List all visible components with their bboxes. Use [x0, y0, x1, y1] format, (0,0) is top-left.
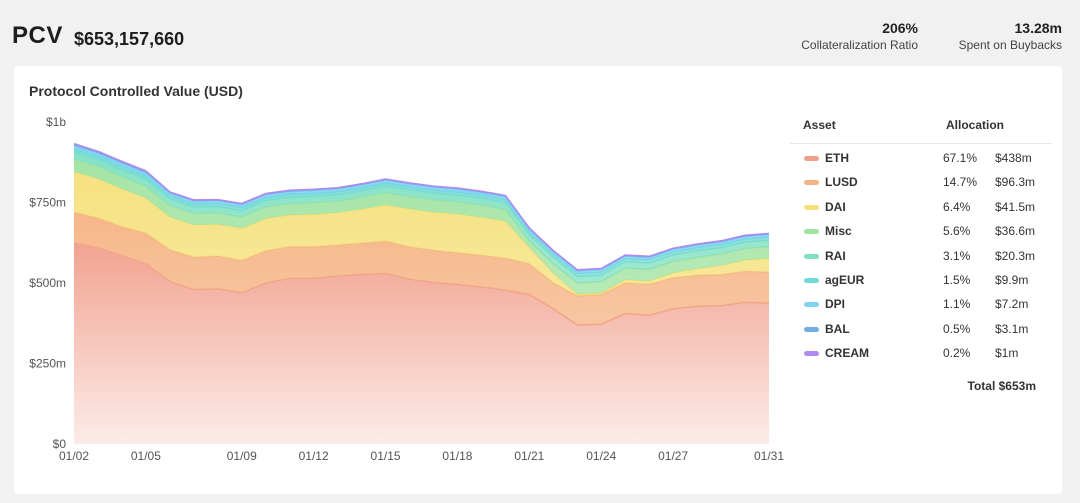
legend-asset-name: RAI — [825, 248, 846, 263]
legend-swatch — [804, 326, 819, 332]
collateralization-value: 206% — [882, 20, 918, 36]
legend-asset-usd: $1m — [995, 346, 1019, 361]
series-line-cream — [73, 142, 770, 271]
pcv-total-value: $653,157,660 — [74, 29, 185, 49]
y-tick-label: $250m — [29, 357, 66, 371]
legend-asset-name: Misc — [825, 224, 852, 239]
legend-asset-pct: 6.4% — [943, 199, 971, 214]
legend-asset-pct: 3.1% — [943, 248, 971, 263]
series-line-rai — [73, 151, 770, 278]
legend-asset-usd: $20.3m — [995, 248, 1036, 263]
legend-asset-usd: $438m — [995, 151, 1032, 165]
legend-swatch — [804, 277, 819, 283]
legend-asset-name: BAL — [825, 321, 850, 336]
x-tick-label: 01/24 — [586, 449, 616, 463]
x-tick-label: 01/18 — [442, 449, 472, 463]
y-tick-label: $0 — [53, 437, 67, 451]
legend-asset-usd: $9.9m — [995, 272, 1029, 287]
x-tick-label: 01/05 — [131, 449, 161, 463]
legend-swatch — [804, 156, 819, 161]
legend-asset-pct: 14.7% — [943, 175, 978, 190]
legend-row-dpi[interactable]: DPI 1.1% $7.2m — [790, 292, 1052, 316]
area-dai — [74, 171, 769, 296]
legend-row-eth[interactable]: ETH 67.1% $438m — [790, 146, 1052, 170]
legend-row-cream[interactable]: CREAM 0.2% $1m — [790, 341, 1052, 365]
collateralization-stat: 206% Collateralization Ratio — [801, 20, 918, 52]
legend-swatch — [804, 253, 819, 259]
legend-swatch — [804, 351, 819, 357]
legend-asset-usd: $7.2m — [995, 297, 1029, 312]
pcv-chart-card: Protocol Controlled Value (USD) $0 $250m $… — [14, 66, 1062, 494]
buybacks-label: Spent on Buybacks — [958, 38, 1062, 52]
legend-asset-pct: 1.5% — [943, 272, 971, 287]
legend-asset-name: LUSD — [825, 175, 858, 190]
legend-asset-name: DPI — [825, 297, 846, 312]
buybacks-value: 13.28m — [1014, 20, 1062, 36]
x-tick-label: 01/12 — [299, 449, 329, 463]
x-tick-label: 01/21 — [514, 449, 544, 463]
area-lusd — [74, 212, 769, 325]
legend-asset-pct: 0.5% — [943, 321, 971, 336]
legend-swatch — [804, 302, 819, 308]
legend-swatch — [804, 204, 819, 210]
legend-asset-usd: $3.1m — [995, 321, 1029, 336]
y-tick-label: $500m — [29, 276, 66, 290]
legend-row-dai[interactable]: DAI 6.4% $41.5m — [790, 195, 1052, 219]
legend-row-ageur[interactable]: agEUR 1.5% $9.9m — [790, 268, 1052, 292]
x-tick-label: 01/02 — [59, 449, 89, 463]
legend-row-lusd[interactable]: LUSD 14.7% $96.3m — [790, 170, 1052, 194]
legend-asset-pct: 5.6% — [943, 224, 971, 239]
legend-total: Total $653m — [967, 379, 1036, 393]
legend-asset-usd: $96.3m — [995, 175, 1036, 190]
legend-asset-usd: $36.6m — [995, 224, 1036, 239]
legend-row-bal[interactable]: BAL 0.5% $3.1m — [790, 317, 1052, 341]
legend-asset-pct: 0.2% — [943, 346, 971, 361]
legend-header: Asset Allocation — [790, 114, 1052, 144]
x-tick-label: 01/15 — [371, 449, 401, 463]
legend-asset-usd: $41.5m — [995, 199, 1036, 214]
x-tick-label: 01/31 — [754, 449, 784, 463]
chart-title: Protocol Controlled Value (USD) — [29, 83, 243, 99]
pcv-area-chart[interactable]: $0 $250m $500m $750m $1b 01/02 01/05 01/09 01/12… — [14, 66, 784, 494]
legend-row-rai[interactable]: RAI 3.1% $20.3m — [790, 244, 1052, 268]
legend-asset-name: ETH — [825, 151, 849, 165]
legend-rows: ETH 67.1% $438m LUSD 14.7% $96.3m DAI 6.4% $41.5… — [790, 144, 1052, 366]
legend-swatch — [804, 229, 819, 235]
x-tick-label: 01/09 — [227, 449, 257, 463]
legend-asset-name: agEUR — [825, 272, 865, 287]
area-eth — [74, 242, 769, 444]
buybacks-stat: 13.28m Spent on Buybacks — [959, 20, 1062, 52]
legend-asset-name: CREAM — [825, 346, 869, 361]
y-tick-label: $750m — [29, 196, 66, 210]
y-tick-label: $1b — [46, 115, 66, 129]
legend-swatch — [804, 180, 819, 186]
allocation-legend: Asset Allocation ETH 67.1% $438m LUSD 14.7% $… — [790, 114, 1052, 366]
legend-allocation-header: Allocation — [946, 118, 1005, 132]
x-tick-label: 01/27 — [658, 449, 688, 463]
legend-asset-pct: 1.1% — [943, 297, 971, 312]
pcv-title: PCV — [12, 22, 63, 49]
legend-asset-pct: 67.1% — [943, 151, 978, 165]
legend-asset-header: Asset — [803, 118, 836, 132]
legend-row-misc[interactable]: Misc 5.6% $36.6m — [790, 219, 1052, 243]
legend-asset-name: DAI — [825, 199, 846, 214]
collateralization-label: Collateralization Ratio — [801, 38, 918, 52]
page-header: PCV $653,157,660 206% Collateralization … — [0, 0, 1080, 66]
